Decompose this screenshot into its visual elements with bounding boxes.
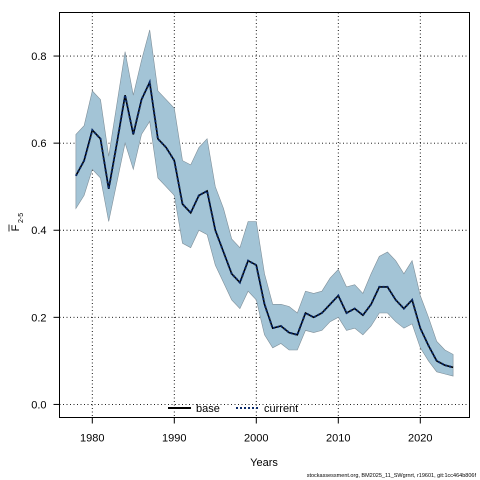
x-tick-label: 1990	[162, 433, 186, 445]
y-tick-label: 0.4	[31, 225, 46, 237]
x-tick-label: 2000	[244, 433, 268, 445]
legend-label-base: base	[196, 403, 220, 415]
y-axis-title: F 2-5	[8, 213, 25, 232]
x-axis-title: Years	[250, 457, 278, 469]
series-line-base	[75, 79, 454, 369]
x-axis: 1980 1990 2000 2010 2020	[80, 417, 433, 445]
y-axis-title-main: F	[10, 224, 22, 231]
confidence-band	[75, 29, 454, 377]
y-tick-label: 0.6	[31, 138, 46, 150]
y-axis-title-subscript: 2-5	[18, 213, 25, 223]
x-tick-label: 2010	[326, 433, 350, 445]
legend-label-current: current	[264, 403, 298, 415]
footer-text: stockassessment.org, BM2025_11_SWgrnrt, …	[307, 473, 477, 479]
y-tick-label: 0.0	[31, 399, 46, 411]
x-tick-label: 2020	[408, 433, 432, 445]
y-axis: 0.0 0.2 0.4 0.6 0.8	[31, 51, 60, 411]
y-tick-label: 0.8	[31, 51, 46, 63]
plot-frame	[59, 12, 470, 418]
x-tick-label: 1980	[80, 433, 104, 445]
series-lines	[75, 78, 454, 369]
legend: base current	[168, 403, 298, 415]
grid	[59, 12, 470, 418]
y-tick-label: 0.2	[31, 312, 46, 324]
